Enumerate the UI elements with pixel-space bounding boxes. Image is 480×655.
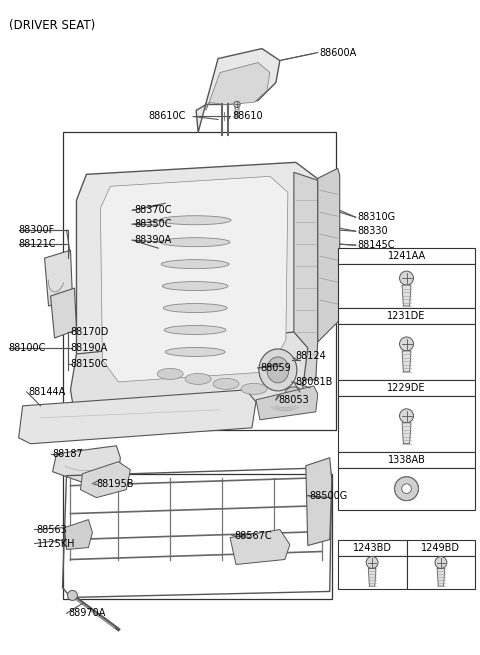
Text: 88500G: 88500G: [310, 491, 348, 500]
Polygon shape: [50, 288, 76, 338]
Text: 88150C: 88150C: [71, 359, 108, 369]
Polygon shape: [402, 351, 411, 372]
Bar: [338, 264, 475, 308]
Ellipse shape: [241, 383, 267, 394]
Ellipse shape: [267, 357, 289, 383]
Circle shape: [399, 409, 413, 422]
Text: 88600A: 88600A: [320, 48, 357, 58]
Circle shape: [234, 102, 240, 107]
Bar: [338, 248, 475, 264]
Text: 88567C: 88567C: [234, 531, 272, 540]
Polygon shape: [196, 48, 280, 132]
Polygon shape: [76, 162, 320, 390]
Polygon shape: [437, 569, 445, 586]
Bar: [338, 540, 407, 555]
Text: 88053: 88053: [278, 395, 309, 405]
Ellipse shape: [185, 373, 211, 384]
Ellipse shape: [213, 379, 239, 389]
Polygon shape: [402, 285, 411, 306]
Text: 88124: 88124: [296, 351, 326, 361]
Polygon shape: [64, 519, 93, 550]
Polygon shape: [368, 569, 376, 586]
Text: 88563: 88563: [36, 525, 67, 534]
Circle shape: [435, 557, 447, 569]
Polygon shape: [230, 530, 290, 565]
Ellipse shape: [159, 215, 231, 225]
Circle shape: [366, 557, 378, 569]
Bar: [407, 540, 475, 555]
Text: 88190A: 88190A: [71, 343, 108, 353]
Polygon shape: [235, 107, 239, 117]
Text: 88310G: 88310G: [358, 212, 396, 222]
Ellipse shape: [160, 238, 230, 247]
Polygon shape: [402, 422, 411, 443]
Polygon shape: [318, 168, 340, 342]
Ellipse shape: [157, 368, 183, 379]
Ellipse shape: [161, 259, 229, 269]
Polygon shape: [306, 458, 332, 546]
Bar: [338, 380, 475, 396]
Bar: [338, 308, 475, 324]
Ellipse shape: [163, 303, 227, 312]
Text: 88330: 88330: [358, 226, 388, 236]
Ellipse shape: [259, 349, 297, 391]
Text: 88300F: 88300F: [19, 225, 55, 235]
Polygon shape: [52, 446, 120, 481]
Bar: [338, 396, 475, 452]
Ellipse shape: [162, 282, 228, 291]
Text: 88187: 88187: [52, 449, 84, 458]
Polygon shape: [294, 172, 318, 380]
Text: 88610C: 88610C: [148, 111, 186, 121]
Bar: [62, 474, 332, 599]
Text: 1125KH: 1125KH: [36, 538, 75, 548]
Text: 88121C: 88121C: [19, 239, 56, 249]
Text: 88145C: 88145C: [358, 240, 395, 250]
Ellipse shape: [165, 347, 225, 356]
Circle shape: [399, 271, 413, 285]
Text: 1241AA: 1241AA: [387, 251, 426, 261]
Bar: [407, 555, 475, 590]
Text: 88100C: 88100C: [9, 343, 46, 353]
Polygon shape: [19, 390, 256, 443]
Text: 1249BD: 1249BD: [421, 542, 460, 553]
Polygon shape: [256, 386, 318, 420]
Text: 88390A: 88390A: [134, 235, 171, 245]
Text: 88170D: 88170D: [71, 327, 109, 337]
Ellipse shape: [164, 326, 226, 335]
Text: 1243BD: 1243BD: [353, 542, 392, 553]
Text: 88144A: 88144A: [29, 387, 66, 397]
Text: 88059: 88059: [260, 363, 291, 373]
Bar: [62, 132, 336, 430]
Circle shape: [395, 477, 419, 500]
Ellipse shape: [285, 387, 303, 401]
Polygon shape: [71, 332, 308, 420]
Bar: [338, 324, 475, 380]
Bar: [338, 468, 475, 510]
Text: 88081B: 88081B: [296, 377, 333, 387]
Polygon shape: [100, 176, 288, 382]
Text: 88195B: 88195B: [96, 479, 134, 489]
Text: 1229DE: 1229DE: [387, 383, 426, 393]
Circle shape: [68, 590, 77, 601]
Circle shape: [402, 484, 411, 493]
Polygon shape: [205, 63, 270, 111]
Circle shape: [399, 337, 413, 351]
Text: 88970A: 88970A: [69, 608, 106, 618]
Bar: [338, 452, 475, 468]
Text: (DRIVER SEAT): (DRIVER SEAT): [9, 18, 95, 31]
Bar: [338, 555, 407, 590]
Polygon shape: [45, 250, 72, 306]
Text: 88610: 88610: [232, 111, 263, 121]
Text: 1338AB: 1338AB: [387, 455, 425, 464]
Text: 88370C: 88370C: [134, 205, 172, 215]
Polygon shape: [81, 462, 130, 498]
Text: 88350C: 88350C: [134, 219, 172, 229]
Text: 1231DE: 1231DE: [387, 311, 426, 321]
